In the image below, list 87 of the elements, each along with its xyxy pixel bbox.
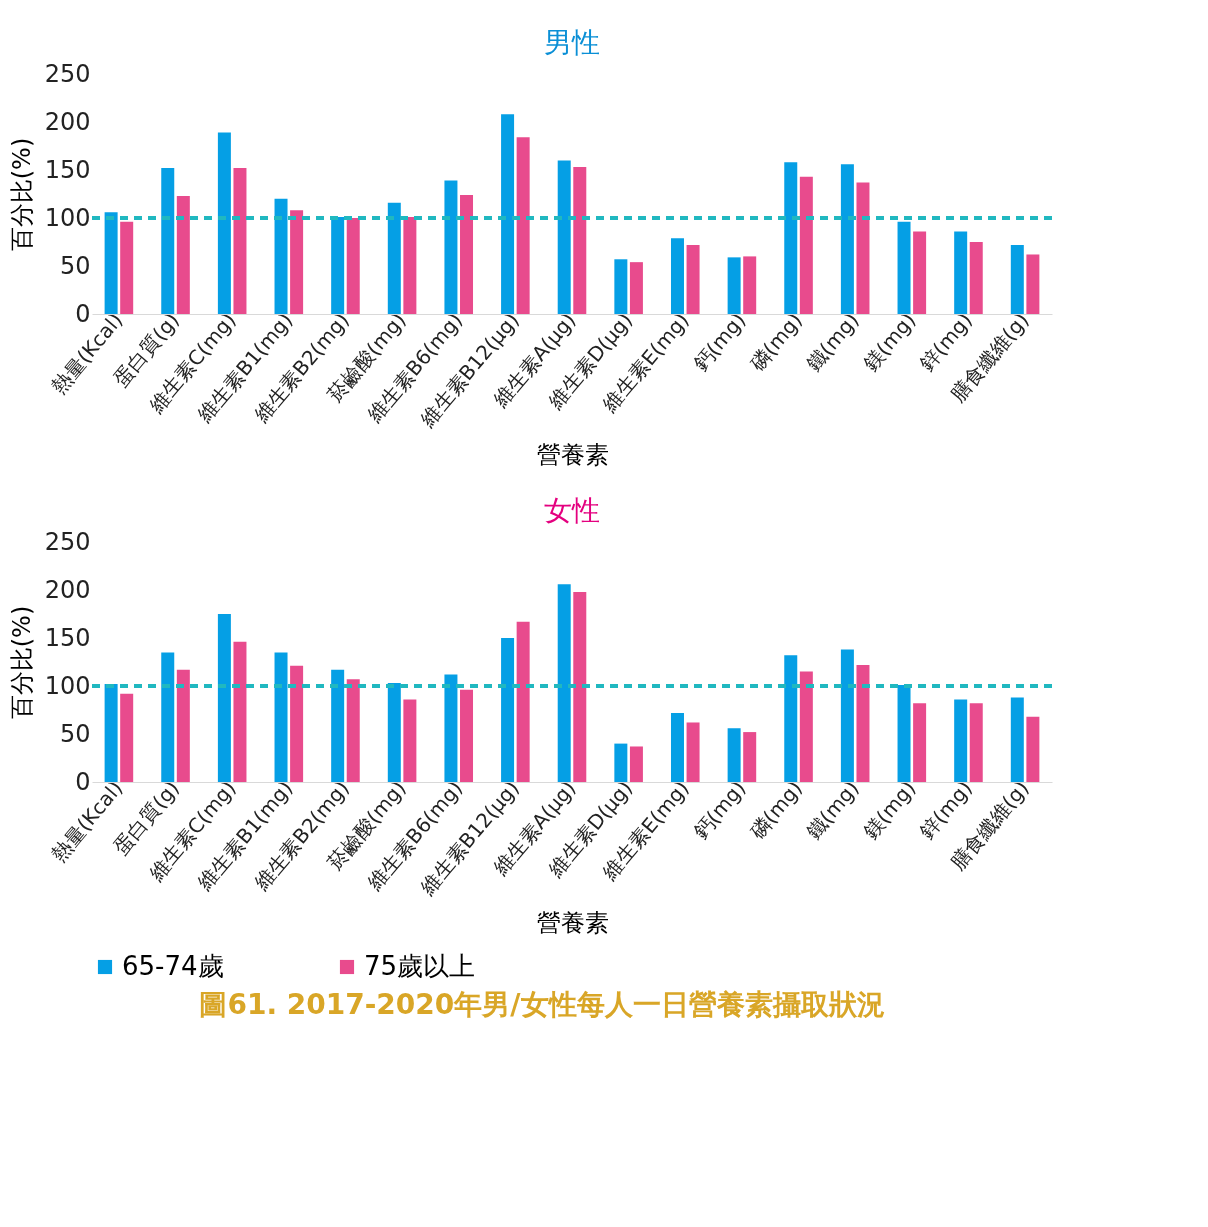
bar [161,168,175,314]
bar [670,712,684,782]
bar [897,685,911,782]
bar [274,652,288,782]
bar [840,164,854,314]
bar [573,591,587,782]
bar [897,221,911,314]
bar [403,217,417,314]
bar [217,614,231,782]
x-axis-title: 營養素 [536,909,609,938]
bar [176,195,190,314]
bar [799,176,813,314]
bar [233,168,247,314]
bar [444,674,458,782]
legend-label: 75歲以上 [364,951,476,981]
bar [614,259,628,314]
bar [686,244,700,314]
bar [784,655,798,782]
bar [1026,716,1040,782]
bar [1010,697,1024,782]
x-axis-title: 營養素 [536,441,609,470]
bar [954,699,968,782]
chart-title: 男性 [544,26,600,59]
bar [460,194,474,314]
bar [346,218,360,314]
bar [573,167,587,314]
y-tick-label: 150 [44,155,91,184]
y-tick-label: 50 [59,251,91,280]
bar [516,621,530,782]
y-axis-title: 百分比(%) [7,137,36,252]
bar [969,703,983,782]
bar [501,114,515,314]
bar [331,217,345,314]
bar [727,728,741,782]
bar [290,210,304,314]
bar [913,231,927,314]
bar [516,137,530,314]
bar [176,669,190,782]
y-tick-label: 150 [44,623,91,652]
legend-label: 65-74歲 [122,951,224,981]
bar [460,689,474,782]
y-tick-label: 250 [44,527,91,556]
bar [727,257,741,314]
bar [614,743,628,782]
bar [557,584,571,782]
y-axis-title: 百分比(%) [7,605,36,720]
bar [1010,244,1024,314]
bar [290,665,304,782]
bar [346,679,360,782]
bar [799,671,813,782]
bar [331,669,345,782]
bar [120,221,134,314]
caption: 圖61. 2017-2020年男/女性每人一日營養素攝取狀況 [199,988,885,1021]
bar [104,212,118,314]
bar [557,160,571,314]
bar [856,664,870,782]
bar [1026,254,1040,314]
y-tick-label: 200 [44,575,91,604]
bar [743,256,757,314]
bar [104,684,118,782]
bar [686,722,700,782]
bar [217,132,231,314]
bar [161,652,175,782]
chart-title: 女性 [544,494,600,527]
y-tick-label: 100 [44,203,91,232]
bar [784,162,798,314]
bar [629,746,643,782]
bar [120,693,134,782]
bar [969,242,983,314]
bar [274,198,288,314]
bar [856,182,870,314]
bar [501,638,515,782]
bar [387,683,401,782]
bar [670,238,684,314]
bar [840,649,854,782]
bar [629,262,643,314]
y-tick-label: 100 [44,671,91,700]
bar [913,703,927,782]
y-tick-label: 50 [59,719,91,748]
bar [233,641,247,782]
bar [743,732,757,782]
bar [444,180,458,314]
bar [403,699,417,782]
bar [954,231,968,314]
y-tick-label: 200 [44,107,91,136]
y-tick-label: 250 [44,59,91,88]
bar [387,202,401,314]
